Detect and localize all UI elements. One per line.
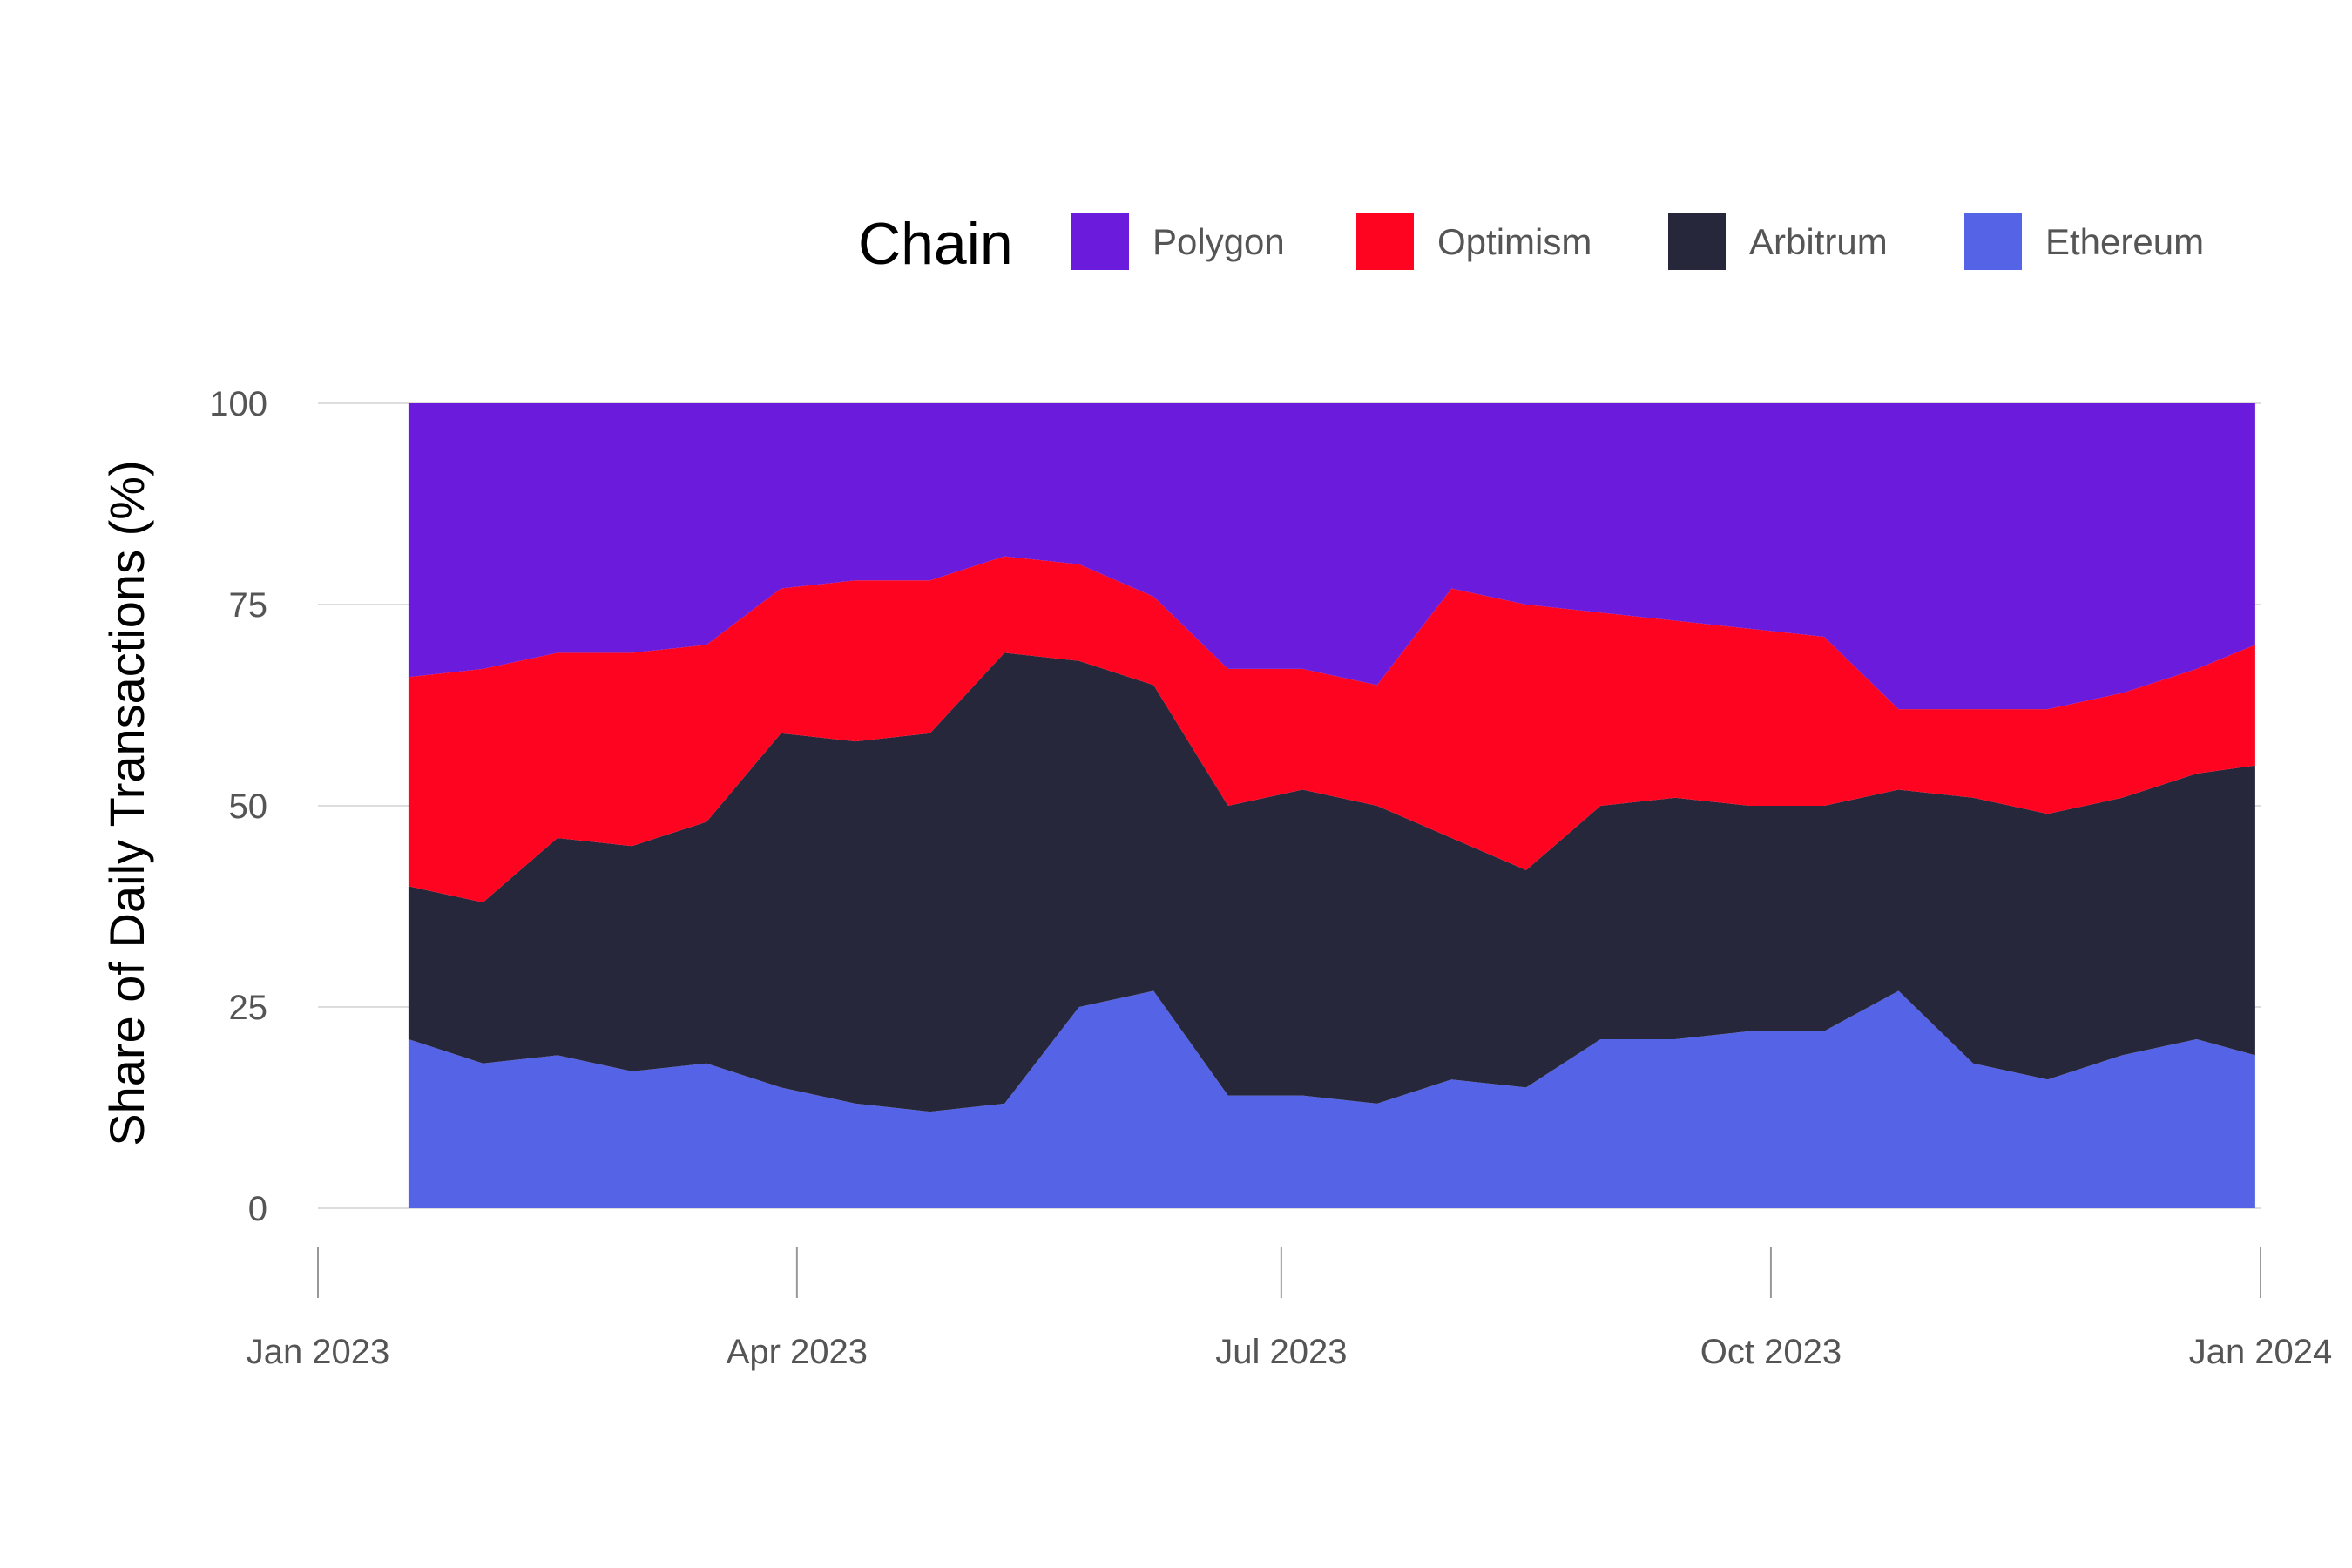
y-axis-title: Share of Daily Transactions (%) (99, 460, 154, 1146)
legend-title: Chain (858, 211, 1013, 277)
series-area-optimism (408, 556, 2255, 902)
y-tick-label-25: 25 (229, 989, 268, 1027)
x-tick-label-1: Apr 2023 (727, 1333, 868, 1371)
series-area-arbitrum (408, 652, 2255, 1112)
x-tick-label-3: Oct 2023 (1700, 1333, 1842, 1371)
legend-swatch-optimism (1356, 213, 1414, 270)
legend-label-polygon: Polygon (1152, 221, 1285, 262)
y-axis: 0 25 50 75 100 (209, 385, 267, 1228)
y-tick-label-50: 50 (229, 787, 268, 826)
x-axis: Jan 2023 Apr 2023 Jul 2023 Oct 2023 Jan 2024 (247, 1247, 2333, 1371)
y-tick-label-100: 100 (209, 385, 267, 423)
legend-label-ethereum: Ethereum (2045, 221, 2204, 262)
legend-label-arbitrum: Arbitrum (1749, 221, 1888, 262)
legend-swatch-arbitrum (1668, 213, 1726, 270)
y-tick-label-75: 75 (229, 586, 268, 625)
series-areas (408, 403, 2255, 1208)
legend-swatch-ethereum (1964, 213, 2022, 270)
legend: Chain Polygon Optimism Arbitrum Ethereum (858, 211, 2204, 277)
legend-label-optimism: Optimism (1437, 221, 1592, 262)
series-area-ethereum (408, 990, 2255, 1208)
series-area-polygon (408, 403, 2255, 710)
x-tick-label-4: Jan 2024 (2189, 1333, 2333, 1371)
x-tick-label-2: Jul 2023 (1215, 1333, 1347, 1371)
legend-swatch-polygon (1071, 213, 1129, 270)
x-tick-label-0: Jan 2023 (247, 1333, 390, 1371)
y-tick-label-0: 0 (248, 1190, 267, 1228)
